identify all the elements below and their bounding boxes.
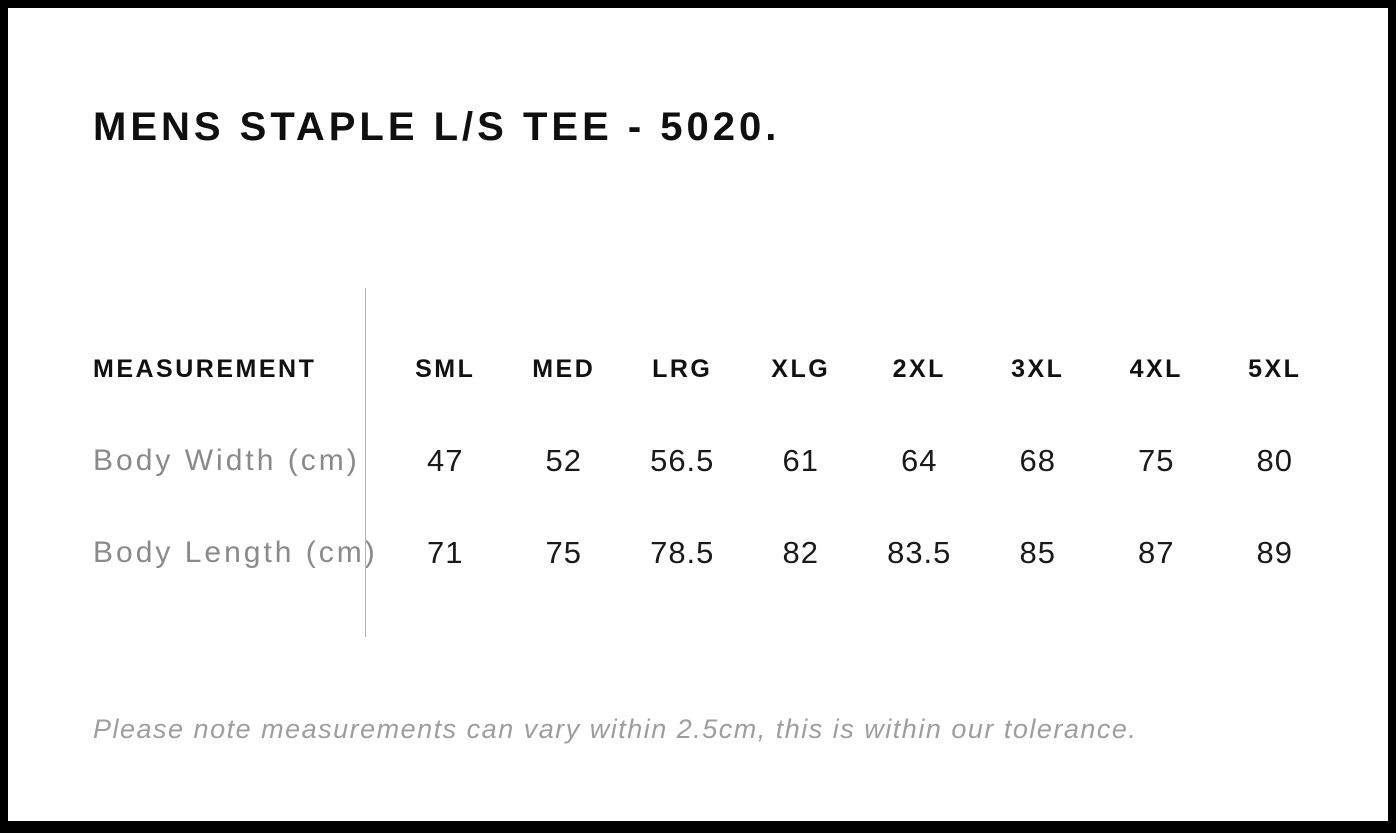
- body-width-value-sml: 47: [427, 443, 464, 478]
- size-column-header-xlg: XLG: [771, 354, 831, 383]
- size-column-header-lrg: LRG: [652, 354, 713, 383]
- body-length-value-lrg: 78.5: [650, 535, 715, 570]
- body-width-value-3xl: 68: [1019, 443, 1056, 478]
- size-chart-table: MEASUREMENT SML MED LRG XLG 2XL 3XL 4XL …: [93, 288, 1334, 637]
- body-width-value-2xl: 64: [901, 443, 938, 478]
- size-column-header-4xl: 4XL: [1129, 354, 1183, 383]
- body-width-value-med: 52: [545, 443, 582, 478]
- body-length-row: Body Length (cm) 71 75 78.5 82 83.5 85 8…: [93, 507, 1334, 599]
- row-label-body-width: Body Width (cm): [93, 444, 360, 477]
- measurement-column-header: MEASUREMENT: [93, 354, 317, 383]
- size-column-header-3xl: 3XL: [1011, 354, 1065, 383]
- body-width-value-lrg: 56.5: [650, 443, 715, 478]
- size-column-header-5xl: 5XL: [1248, 354, 1302, 383]
- body-length-value-sml: 71: [427, 535, 464, 570]
- size-column-header-med: MED: [532, 354, 596, 383]
- row-label-body-length: Body Length (cm): [93, 536, 378, 569]
- body-width-value-5xl: 80: [1256, 443, 1293, 478]
- body-length-value-xlg: 82: [782, 535, 819, 570]
- column-divider-line: [365, 288, 366, 637]
- body-length-value-5xl: 89: [1256, 535, 1293, 570]
- size-column-header-sml: SML: [415, 354, 476, 383]
- body-width-row: Body Width (cm) 47 52 56.5 61 64 68 75 8…: [93, 415, 1334, 507]
- tolerance-note: Please note measurements can vary within…: [93, 714, 1138, 744]
- body-length-value-2xl: 83.5: [887, 535, 952, 570]
- body-length-value-4xl: 87: [1138, 535, 1175, 570]
- body-length-value-3xl: 85: [1019, 535, 1056, 570]
- body-width-value-xlg: 61: [782, 443, 819, 478]
- page-title: MENS STAPLE L/S TEE - 5020.: [93, 105, 781, 149]
- body-length-value-med: 75: [545, 535, 582, 570]
- size-column-header-2xl: 2XL: [892, 354, 946, 383]
- body-width-value-4xl: 75: [1138, 443, 1175, 478]
- size-chart-header-row: MEASUREMENT SML MED LRG XLG 2XL 3XL 4XL …: [93, 323, 1334, 415]
